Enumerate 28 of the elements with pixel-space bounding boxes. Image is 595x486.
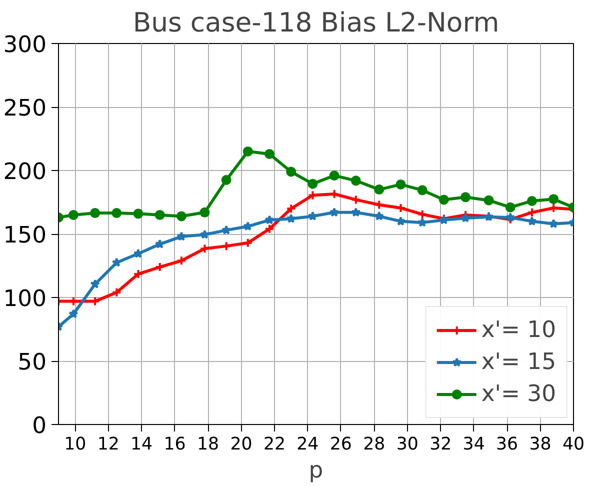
x-tick-label: 36 (496, 434, 518, 454)
x-tick-label: 38 (529, 434, 552, 454)
x-tick-label: 18 (196, 434, 220, 454)
legend-label: x'= 30 (481, 381, 556, 407)
x-axis-title: p (308, 458, 324, 484)
y-tick-label: 250 (3, 96, 47, 122)
x-tick-label: 34 (462, 434, 485, 454)
x-tick-label: 14 (130, 434, 153, 454)
legend-label: x'= 15 (481, 349, 556, 375)
x-tick-label: 10 (64, 434, 86, 454)
x-tick-label: 12 (97, 434, 120, 454)
chart-title: Bus case-118 Bias L2-Norm (132, 8, 500, 38)
y-tick-label: 50 (18, 350, 47, 376)
y-tick-label: 300 (3, 32, 47, 58)
y-tick-label: 200 (3, 159, 47, 185)
x-tick-label: 32 (430, 434, 452, 454)
legend-label: x'= 10 (481, 317, 556, 343)
x-tick-label: 26 (330, 434, 352, 454)
x-tick-label: 30 (396, 434, 418, 454)
y-tick-label: 150 (3, 222, 47, 248)
x-tick-label: 22 (263, 434, 286, 454)
x-tick-label: 20 (230, 434, 252, 454)
x-tick-label: 24 (296, 434, 319, 454)
x-tick-label: 28 (363, 434, 386, 454)
y-tick-label: 100 (3, 286, 47, 312)
x-tick-label: 40 (562, 434, 585, 454)
x-tick-label: 16 (164, 434, 186, 454)
y-tick-label: 0 (32, 413, 47, 439)
